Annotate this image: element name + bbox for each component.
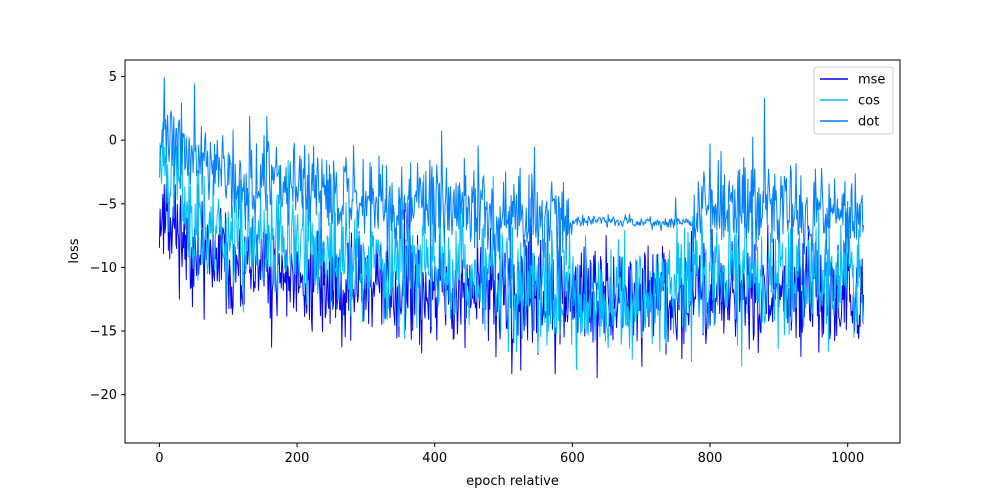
y-tick-label: −20 (90, 388, 117, 403)
series-line-mse (158, 184, 865, 378)
y-tick-label: −5 (98, 197, 117, 212)
y-axis: 5 0 −5 −10 −15 −20 (90, 70, 125, 403)
y-tick-label: 5 (109, 70, 117, 85)
x-tick-label: 400 (422, 451, 447, 466)
y-axis-label: loss (67, 238, 82, 263)
legend-label-mse: mse (858, 73, 885, 88)
plot-area (158, 77, 865, 378)
x-tick-label: 200 (285, 451, 310, 466)
x-tick-label: 800 (698, 451, 723, 466)
x-tick-label: 0 (155, 451, 163, 466)
x-tick-label: 600 (560, 451, 585, 466)
legend-box (813, 66, 894, 135)
x-tick-label: 1000 (831, 451, 864, 466)
legend-label-dot: dot (858, 115, 879, 130)
y-tick-label: −15 (90, 325, 117, 340)
legend: mse cos dot (813, 66, 894, 135)
x-axis-label: epoch relative (466, 474, 559, 489)
plot-frame (124, 59, 901, 444)
legend-label-cos: cos (858, 94, 880, 109)
x-axis: 0 200 400 600 800 1000 (155, 443, 864, 466)
y-tick-label: −10 (90, 261, 117, 276)
y-tick-label: 0 (109, 134, 117, 149)
series-line-dot (159, 77, 865, 335)
